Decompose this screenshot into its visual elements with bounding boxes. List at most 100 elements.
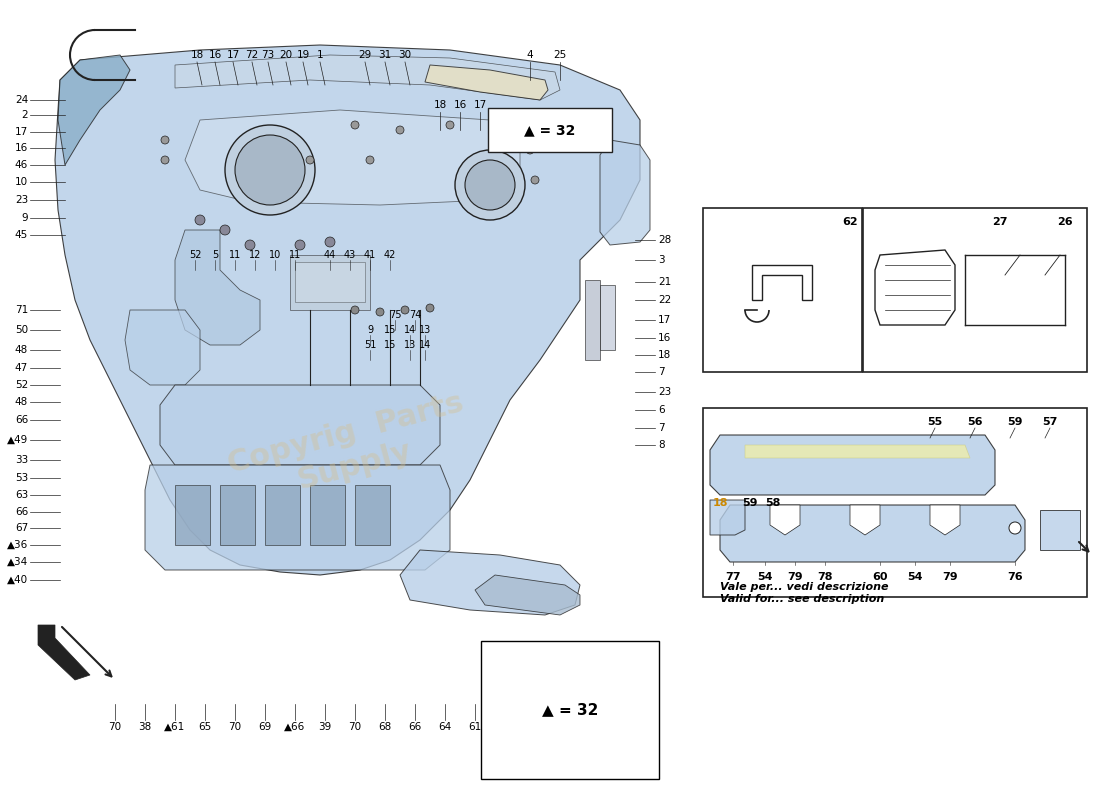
- Text: 68: 68: [378, 722, 392, 732]
- Circle shape: [1009, 522, 1021, 534]
- Text: 26: 26: [1057, 217, 1072, 227]
- Text: 51: 51: [364, 340, 376, 350]
- Text: ▲40: ▲40: [7, 575, 28, 585]
- Polygon shape: [745, 445, 970, 458]
- Polygon shape: [930, 505, 960, 535]
- Text: 29: 29: [359, 50, 372, 60]
- Text: 79: 79: [943, 572, 958, 582]
- Circle shape: [446, 121, 454, 129]
- Text: 65: 65: [198, 722, 211, 732]
- Text: 62: 62: [843, 217, 858, 227]
- Text: 21: 21: [658, 277, 671, 287]
- Text: 5: 5: [212, 250, 218, 260]
- Text: 14: 14: [404, 325, 416, 335]
- Text: 18: 18: [433, 100, 447, 110]
- Text: 9: 9: [367, 325, 373, 335]
- Text: 17: 17: [227, 50, 240, 60]
- Polygon shape: [600, 140, 650, 245]
- Text: 28: 28: [658, 235, 671, 245]
- Text: 59: 59: [1008, 417, 1023, 427]
- Polygon shape: [770, 505, 800, 535]
- Text: ▲66: ▲66: [285, 722, 306, 732]
- Text: 7: 7: [658, 423, 664, 433]
- Text: 67: 67: [14, 523, 28, 533]
- Text: 23: 23: [658, 387, 671, 397]
- Text: 66: 66: [14, 415, 28, 425]
- Circle shape: [402, 306, 409, 314]
- Text: 55: 55: [927, 417, 943, 427]
- Text: ▲61: ▲61: [164, 722, 186, 732]
- Bar: [220, 485, 255, 545]
- Text: 20: 20: [279, 50, 293, 60]
- Bar: [355, 485, 390, 545]
- Bar: [295, 262, 365, 302]
- Circle shape: [226, 125, 315, 215]
- Text: 60: 60: [872, 572, 888, 582]
- Text: 45: 45: [14, 230, 28, 240]
- Text: ▲ = 32: ▲ = 32: [525, 123, 575, 137]
- Circle shape: [465, 160, 515, 210]
- Bar: [175, 485, 210, 545]
- Text: 11: 11: [229, 250, 241, 260]
- Circle shape: [526, 146, 534, 154]
- Text: ▲49: ▲49: [7, 435, 28, 445]
- Polygon shape: [475, 575, 580, 615]
- Text: 47: 47: [14, 363, 28, 373]
- Text: 48: 48: [14, 345, 28, 355]
- Text: 10: 10: [268, 250, 282, 260]
- Text: ▲34: ▲34: [7, 557, 28, 567]
- Text: Vale per... vedi descrizione: Vale per... vedi descrizione: [720, 582, 889, 592]
- Circle shape: [195, 215, 205, 225]
- Text: 33: 33: [14, 455, 28, 465]
- Circle shape: [531, 176, 539, 184]
- Circle shape: [306, 156, 313, 164]
- Bar: [265, 485, 300, 545]
- Text: 52: 52: [14, 380, 28, 390]
- Circle shape: [220, 225, 230, 235]
- Polygon shape: [125, 310, 200, 385]
- Circle shape: [245, 240, 255, 250]
- Text: 2: 2: [21, 110, 28, 120]
- Text: 63: 63: [14, 490, 28, 500]
- Text: 38: 38: [139, 722, 152, 732]
- Text: 6: 6: [658, 405, 664, 415]
- Text: 30: 30: [398, 50, 411, 60]
- Text: 54: 54: [757, 572, 772, 582]
- Text: 12: 12: [249, 250, 261, 260]
- Text: 22: 22: [658, 295, 671, 305]
- Text: 14: 14: [419, 340, 431, 350]
- Text: 13: 13: [404, 340, 416, 350]
- Text: 17: 17: [658, 315, 671, 325]
- Text: 78: 78: [817, 572, 833, 582]
- Bar: [290, 255, 370, 310]
- Text: 76: 76: [1008, 572, 1023, 582]
- Circle shape: [376, 308, 384, 316]
- Text: 43: 43: [344, 250, 356, 260]
- Text: 11: 11: [289, 250, 301, 260]
- Polygon shape: [400, 550, 580, 615]
- Text: 18: 18: [190, 50, 204, 60]
- Circle shape: [235, 135, 305, 205]
- Text: 79: 79: [788, 572, 803, 582]
- Bar: [585, 280, 600, 360]
- Text: 24: 24: [14, 95, 28, 105]
- Text: ▲36: ▲36: [7, 540, 28, 550]
- Text: 31: 31: [378, 50, 392, 60]
- Text: 66: 66: [408, 722, 421, 732]
- Circle shape: [426, 304, 434, 312]
- Circle shape: [396, 126, 404, 134]
- Text: 58: 58: [766, 498, 781, 508]
- Bar: [310, 485, 345, 545]
- Text: 42: 42: [384, 250, 396, 260]
- Text: 18: 18: [713, 498, 728, 508]
- Text: 69: 69: [258, 722, 272, 732]
- Text: 9: 9: [21, 213, 28, 223]
- Polygon shape: [145, 465, 450, 570]
- Text: ▲ = 32: ▲ = 32: [542, 702, 598, 718]
- Bar: [600, 285, 615, 350]
- Text: 18: 18: [658, 350, 671, 360]
- Text: 41: 41: [364, 250, 376, 260]
- Text: 61: 61: [469, 722, 482, 732]
- Polygon shape: [185, 110, 520, 205]
- Text: 1: 1: [317, 50, 323, 60]
